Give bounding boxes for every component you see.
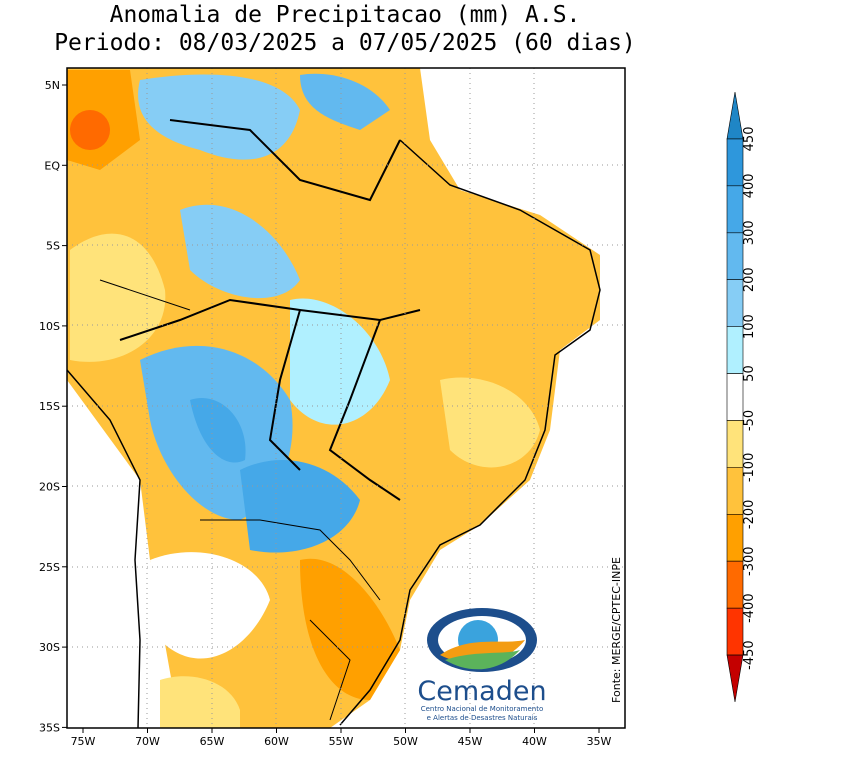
colorbar-segment [726,373,744,421]
lat-label: 30S [39,641,60,654]
lon-label: 40W [522,735,547,748]
colorbar-segment [726,232,744,280]
title-line: Anomalia de Precipitacao (mm) A.S. [110,2,581,28]
colorbar-segment [726,467,744,515]
lat-label: 15S [39,400,60,413]
lon-label: 50W [393,735,418,748]
colorbar-segment [726,607,744,656]
source: Fonte: MERGE/CPTEC-INPE [610,557,623,703]
lon-label: 35W [587,735,612,748]
colorbar-label: 300 [742,220,757,245]
logo: Cemaden Centro Nacional de Monitoramento… [417,608,547,722]
colorbar-segment [726,138,744,187]
colorbar-label: -100 [742,453,757,483]
lat-label: EQ [44,159,60,172]
colorbar-segment [726,420,744,468]
colorbar-label: -450 [742,640,757,670]
lat-label: 25S [39,561,60,574]
lat-label: 20S [39,481,60,494]
colorbar-segment [726,279,744,327]
colorbar-segment [726,654,744,703]
colorbar-label: 400 [742,173,757,198]
lon-label: 55W [329,735,354,748]
colorbar-label: 200 [742,267,757,292]
lon-label: 75W [71,735,96,748]
lat-label: 35S [39,721,60,734]
logo-subtitle: Centro Nacional de Monitoramento [421,705,544,713]
lat-label: 5N [45,79,60,92]
colorbar-segment [726,185,744,234]
colorbar-segment [726,560,744,609]
map-frame [66,67,626,729]
colorbar-label: 50 [742,365,757,382]
colorbar-label: -50 [742,410,757,431]
title-line: Periodo: 08/03/2025 a 07/05/2025 (60 dia… [54,30,636,56]
colorbar-label: -200 [742,500,757,530]
colorbar-label: 100 [742,314,757,339]
colorbar-label: -300 [742,546,757,576]
colorbar-label: 450 [742,127,757,152]
colorbar-segment [726,326,744,374]
colorbar-segment [726,514,744,562]
map-field [67,68,625,728]
lon-label: 45W [458,735,483,748]
lat-label: 10S [39,320,60,333]
logo-name: Cemaden [417,676,546,707]
lat-label: 5S [46,240,60,253]
colorbar-label: -400 [742,593,757,623]
lon-label: 65W [200,735,225,748]
lon-label: 60W [264,735,289,748]
colorbar-segment [726,91,744,140]
map-lines [66,119,601,729]
logo-subtitle: e Alertas de Desastres Naturais [427,714,538,722]
lon-label: 70W [135,735,160,748]
